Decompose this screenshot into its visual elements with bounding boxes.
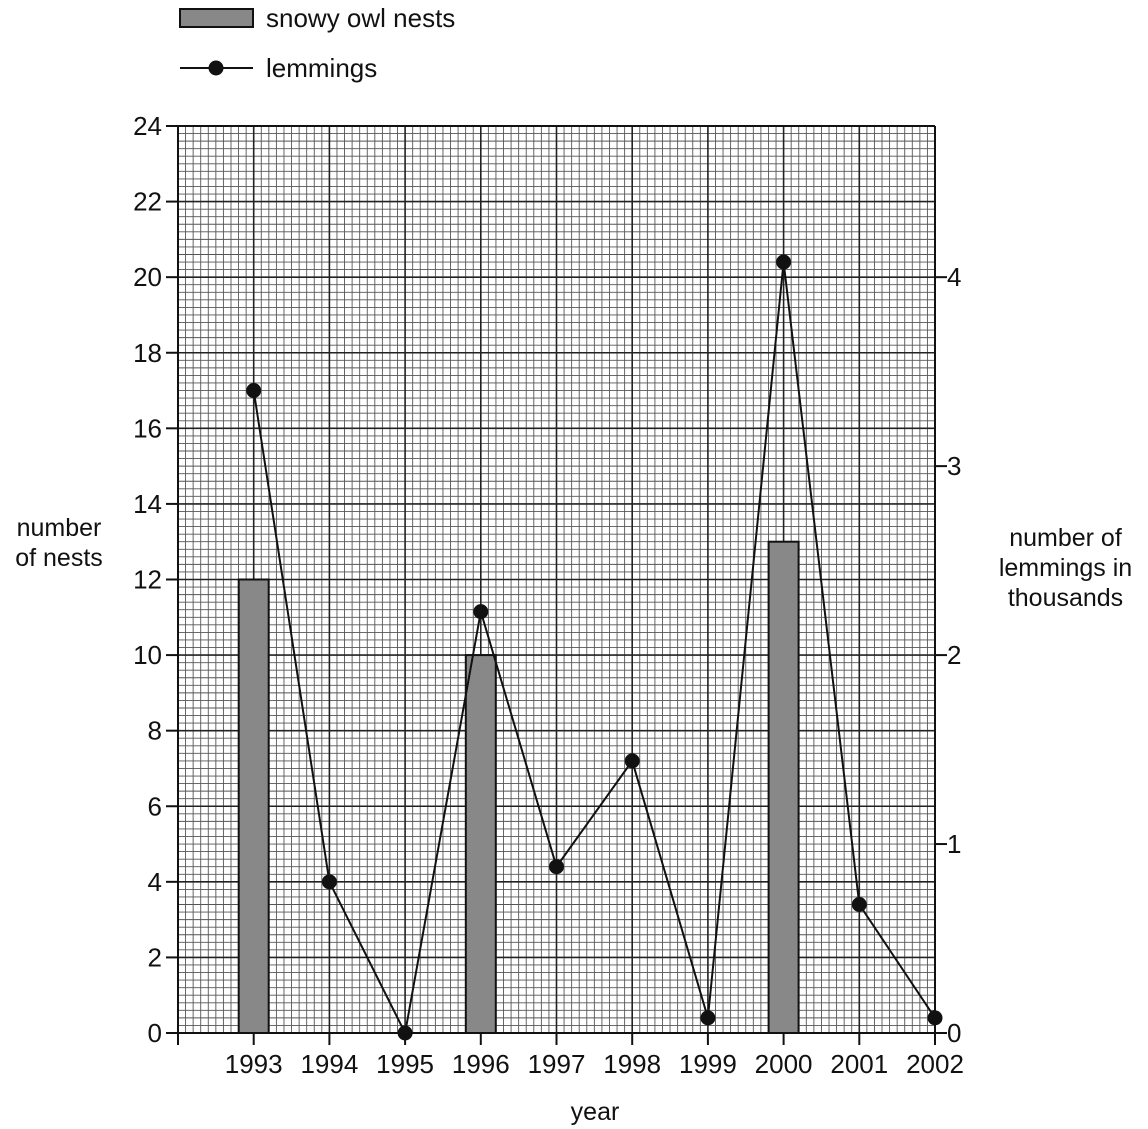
y-tick-label: 14 xyxy=(133,489,162,519)
y-tick-label: 8 xyxy=(148,716,162,746)
y-tick-label: 4 xyxy=(148,867,162,897)
y2label-line: thousands xyxy=(1007,584,1124,612)
y2-axis-title: number of lemmings in thousands xyxy=(988,523,1143,613)
line-series xyxy=(246,254,943,1041)
y-tick-label: 22 xyxy=(133,187,162,217)
x-tick-label: 2002 xyxy=(906,1049,964,1079)
y-tick-label: 12 xyxy=(133,565,162,595)
legend-label: lemmings xyxy=(266,53,377,83)
ylabel-line: of nests xyxy=(15,544,103,572)
x-tick-label: 1999 xyxy=(679,1049,737,1079)
y-tick-label: 24 xyxy=(133,111,162,141)
y-tick-label: 10 xyxy=(133,640,162,670)
legend-label: snowy owl nests xyxy=(266,3,455,33)
y2-tick-label: 0 xyxy=(947,1018,961,1048)
x-tick-label: 1997 xyxy=(528,1049,586,1079)
y-tick-label: 6 xyxy=(148,791,162,821)
y2-tick-label: 1 xyxy=(947,829,961,859)
x-axis-title: year xyxy=(570,1098,620,1126)
x-tick-label: 2000 xyxy=(755,1049,813,1079)
y-axis-title: number of nests xyxy=(0,513,118,573)
y-tick-label: 16 xyxy=(133,413,162,443)
point-1998 xyxy=(624,753,640,769)
legend: snowy owl nests lemmings xyxy=(179,3,455,83)
bar-2000 xyxy=(767,540,800,1034)
x-tick-label: 1994 xyxy=(300,1049,358,1079)
y-tick-label: 2 xyxy=(148,942,162,972)
legend-swatch-marker xyxy=(208,60,224,76)
lemmings-line xyxy=(252,261,936,1037)
y2label-line: number of xyxy=(1009,524,1122,552)
point-1996 xyxy=(473,604,489,620)
point-2000 xyxy=(776,254,792,270)
x-tick-label: 1998 xyxy=(603,1049,661,1079)
y2-tick-label: 2 xyxy=(947,640,961,670)
point-1993 xyxy=(246,383,262,399)
y2label-line: lemmings in xyxy=(998,554,1133,582)
bar-1996 xyxy=(464,654,497,1034)
point-1999 xyxy=(700,1010,716,1026)
ylabel-line: number xyxy=(16,514,102,542)
y-tick-label: 18 xyxy=(133,338,162,368)
x-tick-label: 2001 xyxy=(830,1049,888,1079)
x-tick-label: 1995 xyxy=(376,1049,434,1079)
x-tick-label: 1996 xyxy=(452,1049,510,1079)
point-2001 xyxy=(851,897,867,913)
bar-1993 xyxy=(237,578,270,1034)
legend-swatch-bar xyxy=(179,8,254,28)
y-tick-label: 0 xyxy=(148,1018,162,1048)
x-tick-label: 1993 xyxy=(225,1049,283,1079)
bars xyxy=(237,540,800,1034)
y2-tick-label: 3 xyxy=(947,451,961,481)
point-1997 xyxy=(549,859,564,875)
y-tick-label: 20 xyxy=(133,262,162,292)
y2-tick-label: 4 xyxy=(947,262,961,292)
point-1994 xyxy=(321,874,337,890)
